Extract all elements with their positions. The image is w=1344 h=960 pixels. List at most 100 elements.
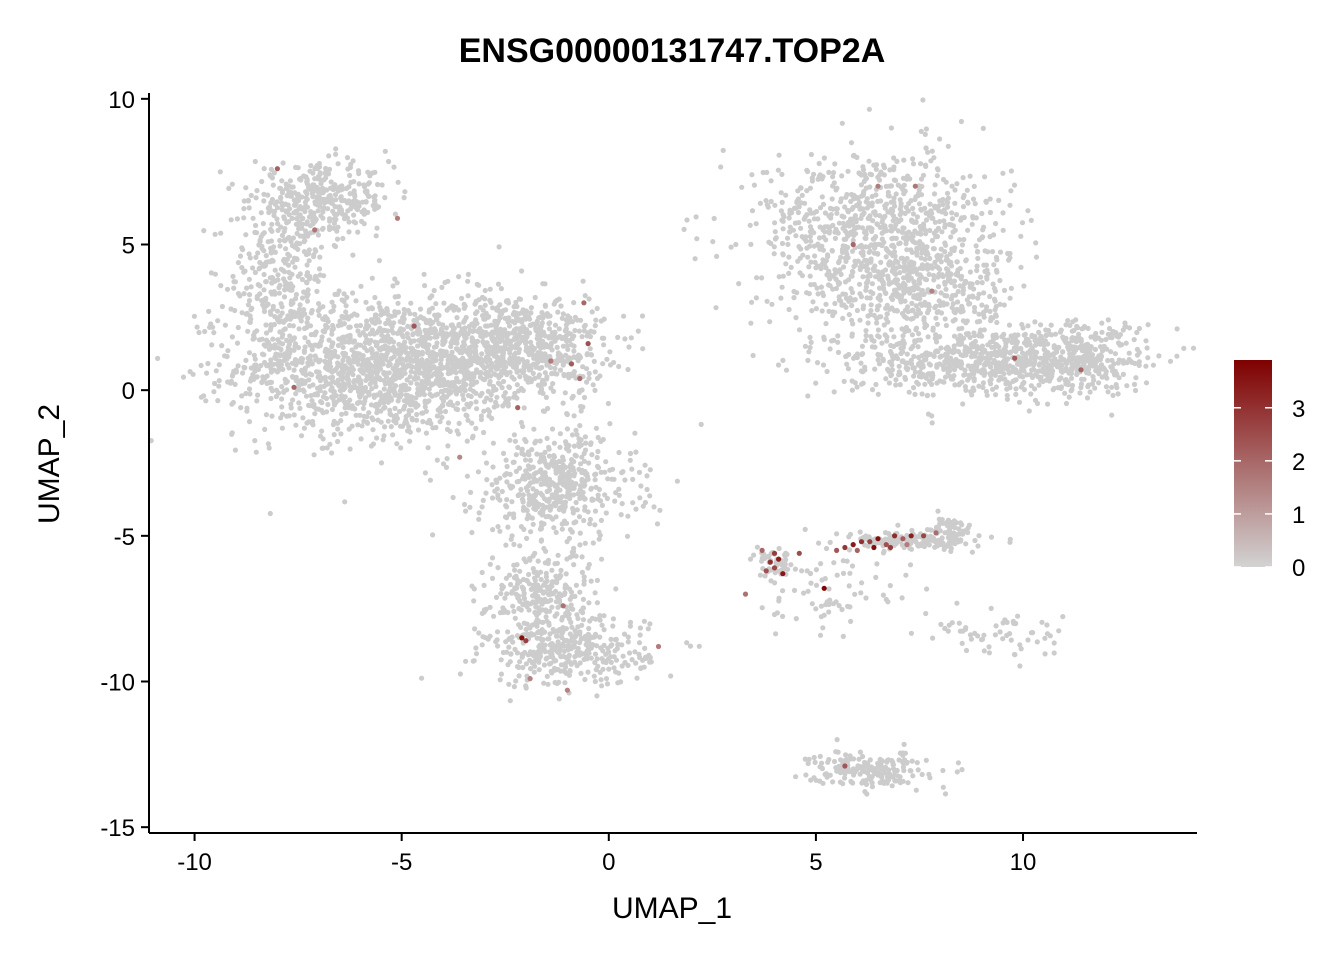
cell-point bbox=[942, 240, 948, 246]
cell-point bbox=[335, 342, 341, 349]
cell-point bbox=[497, 381, 503, 387]
cell-point bbox=[516, 673, 522, 679]
cell-point bbox=[293, 342, 299, 348]
cell-point bbox=[647, 493, 653, 499]
cell-point bbox=[202, 328, 208, 335]
cell-point bbox=[535, 572, 541, 579]
cell-point bbox=[253, 195, 259, 201]
cell-point bbox=[820, 201, 827, 207]
cell-point bbox=[414, 316, 420, 322]
cell-point bbox=[225, 348, 231, 354]
cell-point bbox=[527, 625, 533, 631]
cell-point bbox=[626, 344, 632, 350]
cell-point bbox=[483, 354, 489, 360]
cell-point bbox=[366, 180, 372, 186]
cell-point bbox=[266, 204, 273, 210]
cell-point bbox=[255, 282, 261, 288]
cell-point bbox=[355, 229, 361, 235]
cell-point bbox=[825, 252, 831, 258]
cell-point bbox=[280, 366, 286, 372]
cell-point bbox=[805, 393, 811, 399]
cell-point bbox=[536, 667, 542, 673]
cell-point bbox=[421, 271, 427, 277]
cell-point bbox=[621, 313, 627, 319]
cell-point bbox=[972, 201, 978, 207]
cell-point bbox=[378, 352, 385, 358]
cell-point bbox=[796, 327, 803, 333]
cell-point bbox=[523, 339, 529, 345]
cell-point bbox=[458, 384, 464, 390]
cell-point bbox=[401, 346, 407, 352]
cell-point bbox=[555, 552, 561, 558]
cell-point bbox=[624, 533, 631, 539]
cell-point bbox=[769, 301, 775, 307]
cell-point bbox=[369, 350, 375, 356]
cell-point bbox=[329, 406, 335, 413]
cell-point bbox=[547, 353, 553, 360]
cell-point bbox=[636, 640, 643, 646]
cell-point bbox=[259, 351, 266, 357]
cell-point bbox=[547, 507, 553, 513]
cell-point bbox=[888, 199, 894, 205]
cell-point bbox=[582, 540, 588, 546]
cell-point bbox=[681, 226, 687, 232]
cell-point bbox=[497, 313, 503, 319]
cell-point bbox=[848, 218, 855, 224]
base-points bbox=[148, 97, 1197, 797]
cell-point bbox=[451, 307, 457, 313]
cell-point bbox=[318, 384, 324, 390]
cell-point bbox=[355, 422, 361, 428]
cell-point bbox=[535, 629, 541, 636]
cell-point bbox=[427, 477, 433, 483]
cell-point bbox=[374, 225, 380, 231]
cell-point bbox=[357, 399, 363, 405]
cell-point bbox=[478, 416, 484, 423]
cell-point bbox=[404, 377, 410, 383]
cell-point bbox=[577, 495, 583, 501]
cell-point bbox=[599, 622, 605, 628]
cell-point bbox=[463, 658, 469, 664]
cell-point bbox=[613, 636, 619, 642]
cell-point bbox=[971, 183, 977, 189]
cell-point bbox=[493, 399, 499, 405]
cell-point bbox=[241, 206, 247, 212]
cell-point bbox=[538, 481, 544, 487]
cell-point bbox=[517, 334, 523, 340]
cell-point bbox=[590, 497, 596, 503]
cell-point bbox=[319, 226, 326, 232]
cell-point bbox=[297, 405, 303, 411]
cell-point bbox=[263, 279, 269, 285]
cell-point bbox=[366, 410, 372, 416]
cell-point bbox=[304, 420, 310, 426]
cell-point bbox=[558, 303, 564, 309]
cell-point bbox=[386, 370, 392, 376]
cell-point bbox=[461, 377, 467, 383]
cell-point bbox=[434, 457, 440, 463]
cell-point bbox=[696, 643, 702, 649]
cell-point bbox=[542, 580, 548, 586]
cell-point bbox=[392, 294, 398, 300]
cell-point bbox=[588, 441, 594, 447]
cell-point bbox=[263, 412, 269, 418]
cell-point bbox=[439, 414, 445, 420]
cell-point bbox=[820, 247, 827, 253]
cell-point bbox=[485, 388, 491, 394]
cell-point bbox=[657, 507, 663, 513]
cell-point bbox=[463, 412, 469, 418]
cell-point bbox=[246, 205, 252, 211]
cell-point bbox=[441, 353, 447, 359]
cell-point bbox=[751, 182, 758, 188]
cell-point bbox=[317, 254, 323, 260]
cell-point bbox=[387, 321, 393, 327]
cell-point bbox=[521, 504, 527, 510]
cell-point bbox=[424, 375, 430, 381]
cell-point bbox=[293, 242, 299, 248]
cell-point bbox=[279, 304, 285, 310]
cell-point bbox=[586, 375, 592, 381]
cell-point bbox=[484, 395, 490, 401]
cell-point bbox=[1068, 375, 1075, 381]
cell-point bbox=[366, 193, 372, 199]
cell-point bbox=[922, 162, 929, 168]
cell-point bbox=[462, 303, 468, 309]
cell-point bbox=[591, 673, 597, 679]
